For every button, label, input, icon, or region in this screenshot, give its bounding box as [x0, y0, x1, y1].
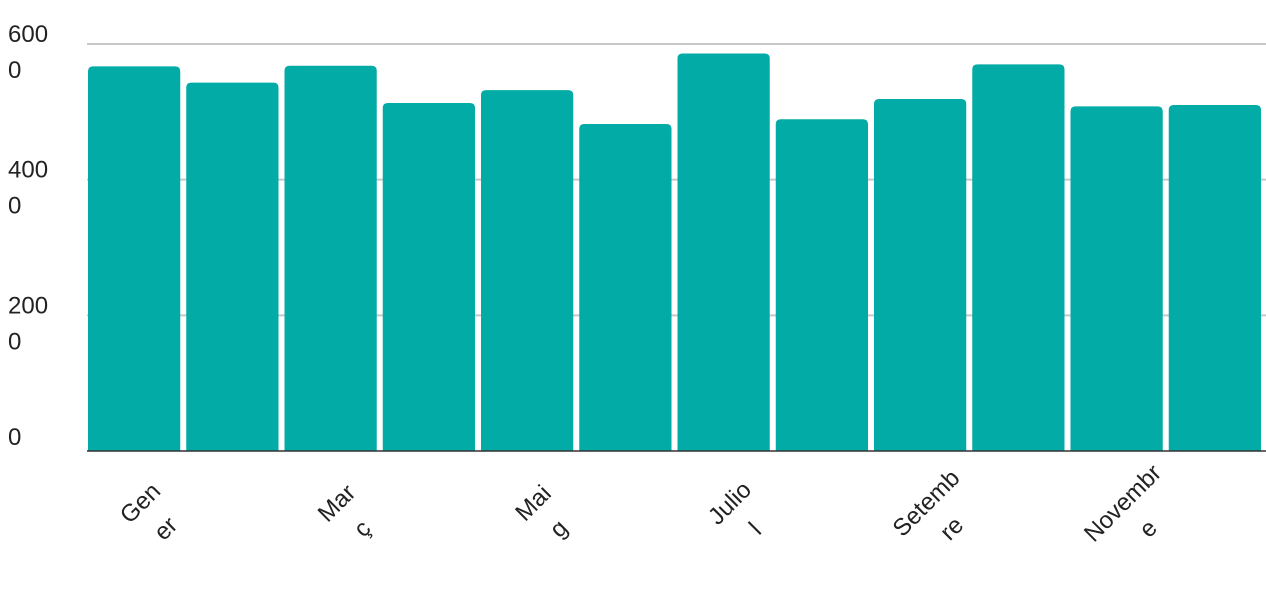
x-tick-label-6-line-1: l: [744, 517, 767, 540]
bar-agost: [776, 119, 868, 451]
bar-desembre: [1169, 105, 1261, 451]
bar-octubre: [972, 64, 1064, 451]
y-tick-label-2000-line-1: 0: [8, 328, 21, 355]
y-tick-labels: 0 200 0 400 0 600 0: [8, 21, 48, 451]
y-tick-label-6000-line-0: 600: [8, 21, 48, 48]
x-tick-label-10-line-1: e: [1134, 515, 1163, 544]
bar-febrer: [186, 83, 278, 451]
bar-abril: [383, 103, 475, 451]
bar-març: [285, 66, 377, 451]
bar-setembre: [874, 99, 966, 451]
y-tick-label-4000-line-0: 400: [8, 157, 48, 184]
x-tick-label-8-line-1: re: [935, 512, 969, 546]
bar-juny: [579, 124, 671, 451]
x-tick-label-0-line-1: er: [149, 512, 183, 546]
bar-julio: [678, 53, 770, 451]
x-tick-label-4-line-1: g: [545, 515, 574, 544]
y-tick-label-0-line-0: 0: [8, 424, 21, 451]
bar-gener: [88, 66, 180, 451]
y-tick-label-6000-line-1: 0: [8, 57, 21, 84]
bar-novembre: [1071, 106, 1163, 451]
y-tick-label-4000-line-1: 0: [8, 193, 21, 220]
y-tick-label-2000-line-0: 200: [8, 292, 48, 319]
bars: [88, 53, 1261, 451]
bar-maig: [481, 90, 573, 451]
x-tick-label-2-line-1: ç: [349, 515, 377, 543]
